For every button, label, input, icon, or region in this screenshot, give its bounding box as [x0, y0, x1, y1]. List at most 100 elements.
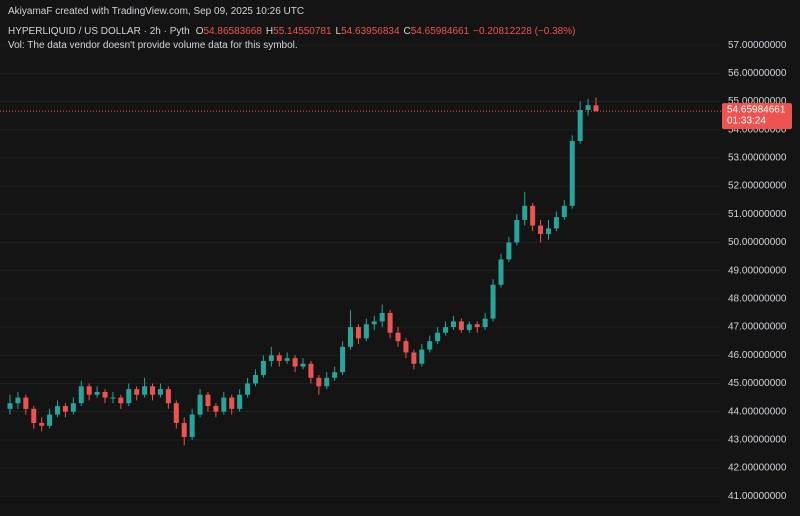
candle-body: [237, 394, 243, 409]
candle-body: [300, 363, 306, 367]
candle-body: [102, 391, 108, 398]
candle-body: [181, 422, 187, 438]
candle-body: [308, 363, 314, 378]
y-tick-label: 47.00000000: [728, 322, 787, 333]
candle-body: [70, 403, 76, 412]
candle-body: [39, 422, 45, 426]
candle-body: [260, 360, 266, 376]
y-tick-label: 49.00000000: [728, 265, 787, 276]
candle-body: [284, 358, 290, 361]
ohlc-label: H: [265, 26, 274, 37]
candle-body: [577, 109, 583, 141]
y-tick-label: 41.00000000: [728, 491, 787, 502]
y-tick-label: 54.00000000: [728, 124, 787, 135]
candle-body: [292, 358, 298, 367]
ohlc-item: L54.63956834: [336, 26, 400, 37]
y-tick-label: 51.00000000: [728, 209, 787, 220]
y-tick-label: 43.00000000: [728, 435, 787, 446]
candle-body: [150, 386, 156, 395]
candle-body: [157, 389, 163, 395]
candle-body: [450, 321, 456, 328]
candle-body: [522, 205, 528, 220]
candle-body: [173, 403, 179, 423]
candle-body: [355, 327, 361, 339]
candle-body: [514, 219, 520, 243]
candle-body: [340, 346, 346, 373]
candle-body: [490, 284, 496, 319]
credit-line: AkiyamaF created with TradingView.com, S…: [8, 6, 304, 17]
candle-body: [55, 406, 61, 415]
candle-body: [538, 225, 544, 235]
candle-body: [569, 140, 575, 206]
candle-body: [585, 105, 591, 110]
candle-body: [15, 397, 21, 404]
candle-body: [118, 397, 124, 404]
ohlc-value: 54.65984661: [410, 26, 470, 37]
y-tick-label: 53.00000000: [728, 153, 787, 164]
ohlc-value: 55.14550781: [273, 26, 332, 37]
y-tick-label: 55.00000000: [728, 96, 787, 107]
volume-line: Vol: The data vendor doesn't provide vol…: [8, 40, 298, 51]
price-label-box: [722, 103, 792, 130]
candle-body: [395, 332, 401, 342]
candle-body: [498, 259, 504, 285]
y-tick-label: 46.00000000: [728, 350, 787, 361]
candle-body: [466, 324, 472, 330]
candle-body: [316, 377, 322, 387]
candle-body: [268, 355, 274, 361]
candle-body: [443, 327, 449, 333]
y-tick-label: 45.00000000: [728, 378, 787, 389]
y-tick-label: 56.00000000: [728, 68, 787, 79]
candle-body: [561, 205, 567, 218]
price-label: 54.65984661: [727, 105, 786, 116]
candle-body: [506, 242, 512, 260]
symbol: HYPERLIQUID / US DOLLAR · 2h · Pyth: [8, 26, 190, 37]
candle-body: [545, 228, 551, 235]
candle-body: [229, 397, 235, 409]
candle-body: [530, 205, 536, 226]
candle-body: [213, 406, 219, 412]
ohlc-label: L: [335, 26, 342, 37]
candle-body: [31, 408, 37, 423]
candle-body: [411, 352, 417, 364]
candle-body: [482, 318, 488, 328]
candle-body: [7, 403, 13, 409]
change: −0.20812228 (−0.38%): [473, 26, 576, 37]
candle-body: [419, 349, 425, 364]
y-tick-label: 42.00000000: [728, 463, 787, 474]
candle-body: [474, 324, 480, 328]
candle-body: [134, 389, 140, 395]
candle-body: [332, 372, 338, 378]
ohlc-item: C54.65984661: [404, 26, 470, 37]
countdown: 01:33:24: [727, 116, 766, 127]
candle-body: [197, 394, 203, 415]
ohlc-value: 54.86583668: [203, 26, 262, 37]
candle-body: [276, 355, 282, 361]
candle-body: [205, 394, 211, 407]
candle-body: [379, 312, 385, 322]
candle-body: [62, 406, 68, 412]
ohlc-label: C: [403, 26, 411, 37]
volume-note: Vol: The data vendor doesn't provide vol…: [8, 40, 298, 51]
candle-body: [403, 341, 409, 353]
candle-body: [126, 389, 132, 404]
y-tick-label: 50.00000000: [728, 237, 787, 248]
candle-body: [23, 397, 29, 409]
ohlc-item: H55.14550781: [266, 26, 332, 37]
ohlc-label: O: [195, 26, 204, 37]
candle-body: [553, 217, 559, 229]
candle-body: [427, 341, 433, 350]
candle-body: [165, 389, 171, 404]
ohlc-item: O54.86583668: [196, 26, 262, 37]
credit: AkiyamaF created with TradingView.com, S…: [8, 6, 305, 17]
y-tick-label: 57.00000000: [728, 40, 787, 51]
candle-body: [458, 321, 464, 330]
candle-body: [371, 321, 377, 325]
y-tick-label: 44.00000000: [728, 406, 787, 417]
candle-body: [221, 397, 227, 412]
candle-body: [78, 386, 84, 404]
ohlc-legend: HYPERLIQUID / US DOLLAR · 2h · Pyth O54.8…: [8, 26, 575, 37]
candle-body: [47, 414, 53, 426]
